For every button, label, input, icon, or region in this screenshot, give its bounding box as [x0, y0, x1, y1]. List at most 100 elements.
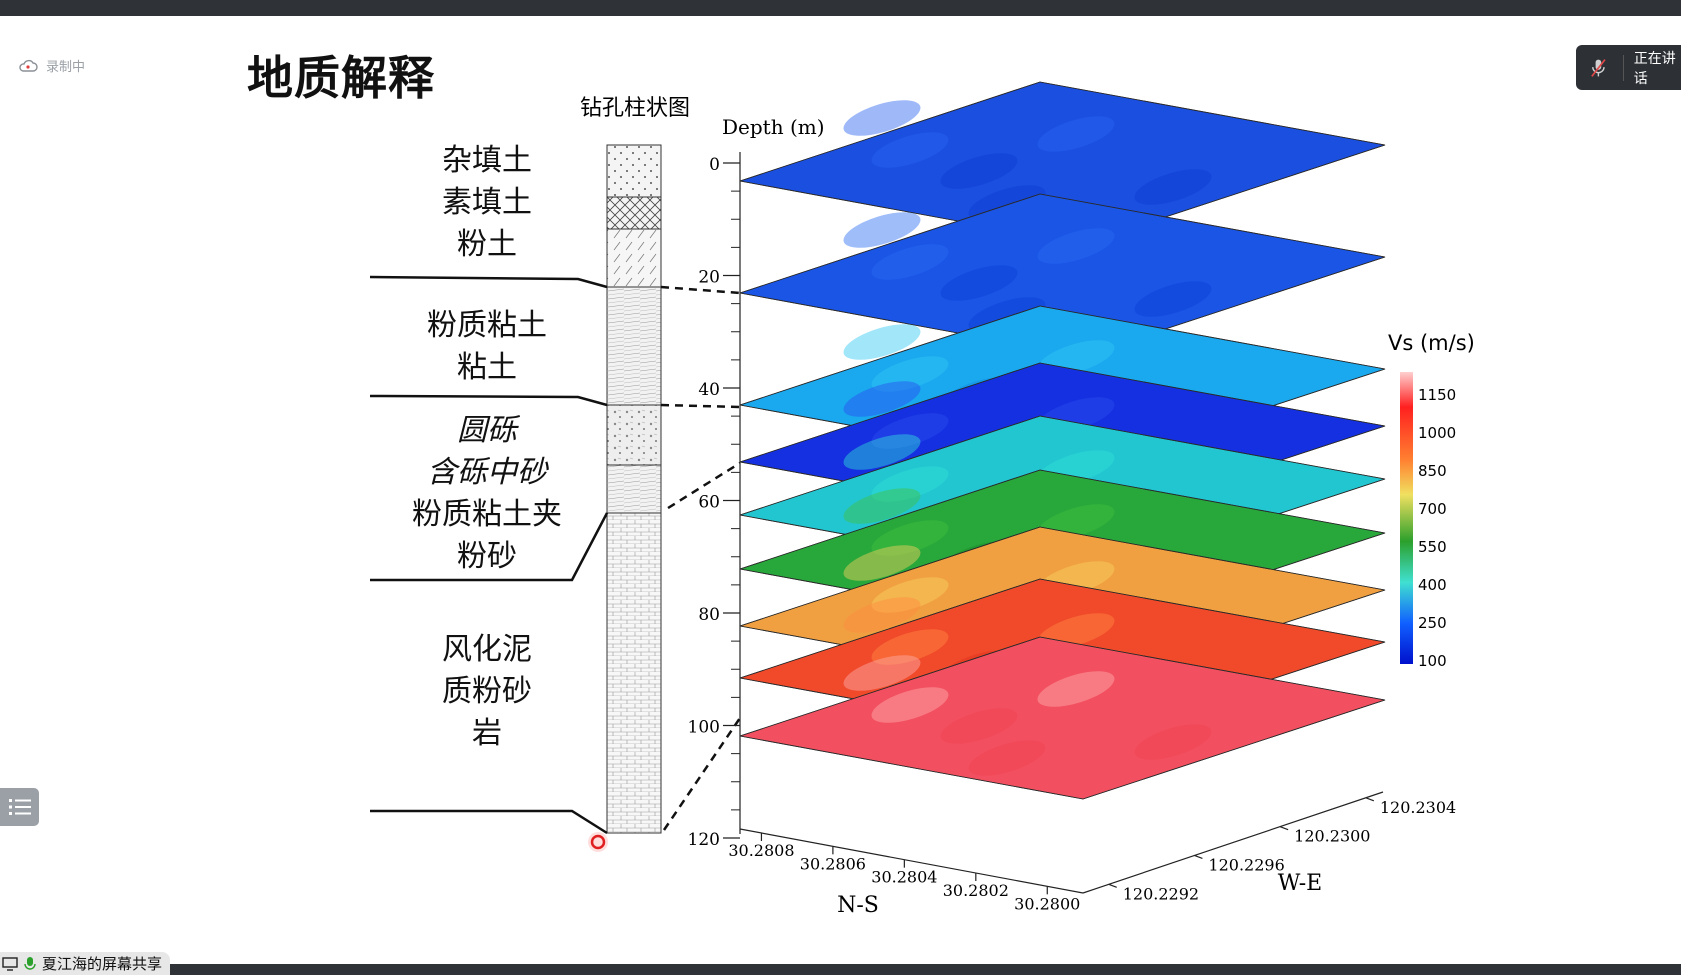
- ns-tick-label: 30.2804: [871, 868, 937, 887]
- slice-outline: [739, 636, 1386, 800]
- recording-label: 录制中: [46, 60, 86, 75]
- slice-texture: [940, 708, 1018, 744]
- depth-ticks: 0 20 40 60 80 100 120: [688, 155, 740, 850]
- screen-share-tag[interactable]: 夏江海的屏幕共享: [0, 952, 171, 975]
- we-axis-label: W-E: [1278, 871, 1323, 896]
- slice-texture: [940, 153, 1018, 189]
- slice-texture: [843, 655, 921, 691]
- depth-tick-label: 60: [698, 493, 720, 513]
- ns-axis-label: N-S: [837, 893, 879, 918]
- divider: [1622, 54, 1624, 81]
- colorbar-tick-label: 550: [1418, 538, 1447, 556]
- strata-label: 粉质粘土: [427, 308, 547, 343]
- slice-texture: [871, 356, 949, 392]
- slice-texture: [843, 597, 921, 633]
- slice-texture: [871, 244, 949, 280]
- slice-texture: [1037, 116, 1115, 152]
- slice-texture: [871, 413, 949, 449]
- strata-label: 粘土: [457, 350, 517, 385]
- bottom-axes: [739, 791, 1384, 894]
- top-bar: [0, 0, 1681, 16]
- slice-texture: [871, 577, 949, 613]
- slide-title: 地质解释: [247, 51, 435, 105]
- colorbar-tick-label: 700: [1418, 500, 1447, 518]
- borehole-column: [606, 144, 662, 834]
- depth-tick-label: 20: [698, 268, 720, 288]
- depth-tick-label: 100: [688, 718, 720, 738]
- depth-tick-label: 0: [709, 155, 720, 175]
- we-tick-label: 120.2296: [1208, 855, 1284, 874]
- slice-texture: [843, 488, 921, 524]
- slice-texture: [871, 520, 949, 556]
- slice-texture: [1134, 724, 1212, 760]
- ns-tick-label: 30.2806: [800, 854, 866, 873]
- slice-texture: [871, 629, 949, 665]
- slice-texture: [871, 687, 949, 723]
- slice-texture: [843, 212, 921, 248]
- slice-texture: [843, 545, 921, 581]
- depth-connectors: [660, 285, 742, 831]
- strata-label: 杂填土: [442, 143, 532, 178]
- slice-texture: [1037, 228, 1115, 264]
- slice-texture: [1134, 281, 1212, 317]
- slice-texture: [871, 132, 949, 168]
- borehole-title: 钻孔柱状图: [580, 96, 690, 121]
- list-icon: [8, 799, 31, 815]
- mic-muted-icon: [1591, 58, 1606, 77]
- strata-label: 岩: [472, 716, 502, 751]
- strata-label: 圆砾: [457, 413, 521, 448]
- strata-label: 粉质粘土夹: [412, 497, 562, 532]
- velocity-slice: [739, 636, 1386, 800]
- slice-texture: [968, 740, 1046, 776]
- colorbar-ticks: 1150 1000 850 700 550 400 250 100: [1418, 386, 1456, 670]
- strata-label: 风化泥: [442, 632, 532, 667]
- we-tick-label: 120.2304: [1380, 798, 1456, 817]
- speaking-indicator[interactable]: 正在讲话: [1576, 45, 1681, 90]
- depth-tick-label: 120: [688, 830, 720, 850]
- depth-axis-label: Depth (m): [722, 115, 825, 139]
- laser-pointer: [588, 832, 608, 852]
- colorbar-tick-label: 100: [1418, 652, 1447, 670]
- slice-texture: [1134, 169, 1212, 205]
- slice-texture: [843, 381, 921, 417]
- colorbar: [1400, 372, 1413, 664]
- colorbar-tick-label: 400: [1418, 576, 1447, 594]
- screen-share-label: 夏江海的屏幕共享: [42, 955, 163, 973]
- strata-label: 粉砂: [457, 539, 517, 574]
- recording-indicator: 录制中: [18, 56, 85, 75]
- side-menu-toggle[interactable]: [0, 788, 39, 826]
- we-tick-mark: [1194, 854, 1203, 860]
- depth-tick-label: 40: [698, 380, 720, 400]
- colorbar-tick-label: 250: [1418, 614, 1447, 632]
- colorbar-tick-label: 850: [1418, 462, 1447, 480]
- slice-texture: [843, 324, 921, 360]
- slice-texture: [843, 100, 921, 136]
- speaking-label: 正在讲话: [1633, 50, 1676, 87]
- we-tick-label: 120.2300: [1294, 827, 1370, 846]
- ns-tick-label: 30.2802: [943, 881, 1009, 900]
- mic-icon: [24, 956, 36, 970]
- we-tick-label: 120.2292: [1123, 884, 1199, 903]
- colorbar-label: Vs (m/s): [1388, 331, 1475, 355]
- slice-texture: [871, 466, 949, 502]
- ns-ticks: 30.2808 30.2806 30.2804 30.2802 30.2800: [728, 833, 1080, 913]
- strata-label: 粉土: [457, 227, 517, 262]
- strata-labels: 杂填土 素填土 粉土 粉质粘土 粘土 圆砾 含砾中砂 粉质粘土夹 粉砂 风化泥 …: [412, 143, 562, 751]
- we-tick-mark: [1365, 797, 1375, 802]
- velocity-slices: [739, 81, 1386, 800]
- we-ticks: 120.2292 120.2296 120.2300 120.2304: [1108, 797, 1456, 903]
- we-tick-mark: [1279, 826, 1289, 831]
- ns-tick-label: 30.2800: [1014, 894, 1080, 913]
- bottom-bar: [0, 964, 1681, 975]
- strata-label: 质粉砂: [442, 674, 532, 709]
- cloud-icon: [19, 59, 38, 72]
- colorbar-tick-label: 1000: [1418, 424, 1456, 442]
- ns-tick-label: 30.2808: [728, 841, 794, 860]
- strata-label: 含砾中砂: [427, 455, 549, 490]
- depth-tick-label: 80: [698, 605, 720, 625]
- slice-texture: [843, 434, 921, 470]
- strata-boundaries: [369, 275, 609, 835]
- slice-texture: [1037, 671, 1115, 707]
- strata-label: 素填土: [442, 185, 532, 220]
